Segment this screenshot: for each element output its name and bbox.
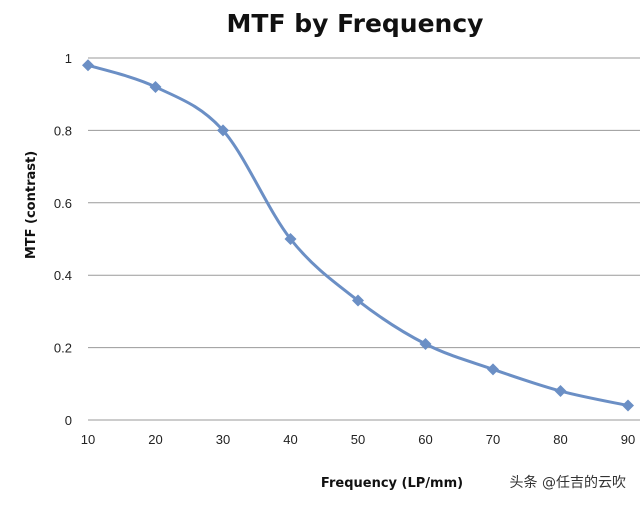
x-tick-label: 10 [81,432,95,447]
x-axis-label: Frequency (LP/mm) [321,476,463,491]
data-point-marker [82,59,94,72]
x-tick-label: 20 [148,432,162,447]
data-point-marker [352,294,364,307]
x-tick-label: 90 [621,432,635,447]
watermark-text: 头条 @任吉的云吹 [510,474,626,491]
data-point-marker [554,385,567,398]
x-tick-label: 30 [216,432,230,447]
y-tick-label: 1 [65,51,72,66]
x-tick-label: 70 [486,432,500,447]
y-tick-label: 0.2 [54,341,72,356]
data-point-marker [149,80,162,93]
x-tick-label: 60 [418,432,432,447]
series-mtf [82,59,634,412]
x-tick-label: 50 [351,432,365,447]
x-tick-label: 40 [283,432,297,447]
x-tick-labels: 10 20 30 40 50 60 70 80 90 [81,432,635,447]
y-tick-label: 0.8 [54,123,72,138]
data-point-marker [419,337,432,350]
chart-title: MTF by Frequency [227,9,484,38]
x-tick-label: 80 [553,432,567,447]
data-point-marker [284,233,297,245]
series-line [86,63,630,408]
gridlines [88,57,640,421]
y-tick-labels: 0 0.2 0.4 0.6 0.8 1 [54,51,72,428]
data-point-marker [487,363,499,376]
y-tick-label: 0.6 [54,196,72,211]
y-tick-label: 0 [65,413,72,428]
y-axis-label: MTF (contrast) [24,151,39,259]
y-tick-label: 0.4 [54,268,72,283]
data-point-marker [217,124,229,137]
data-point-marker [622,399,634,412]
